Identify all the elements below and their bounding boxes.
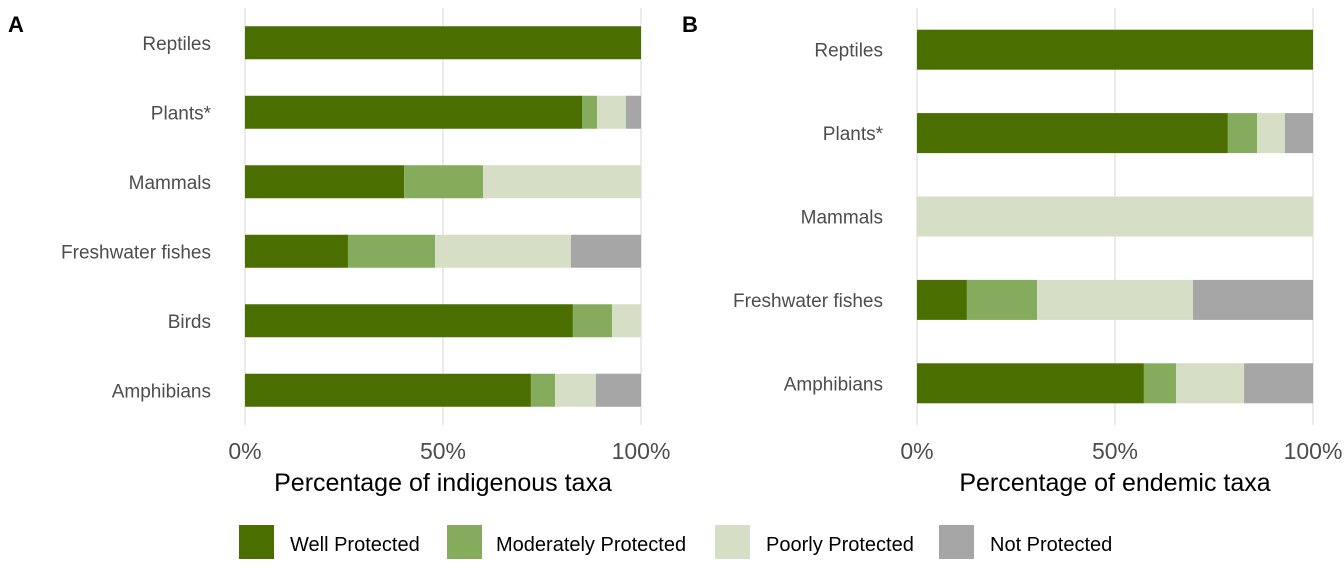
bar-freshwater-fishes-poorly-protected xyxy=(435,234,571,268)
panel-b: B Reptiles Plants* Mammals Freshwater fishe… xyxy=(682,8,1342,497)
bar-plants-not-protected xyxy=(1284,113,1313,154)
bar-plants-poorly-protected xyxy=(597,95,626,129)
bar-amphibians-moderately-protected xyxy=(530,373,556,407)
panel-a-label: A xyxy=(8,12,24,37)
panel-a-x-axis-title: Percentage of indigenous taxa xyxy=(274,469,612,497)
category-label-freshwater-fishes: Freshwater fishes xyxy=(733,291,883,312)
bar-birds-moderately-protected xyxy=(572,304,613,338)
panel-b-label: B xyxy=(682,12,698,37)
x-tick-label: 0% xyxy=(900,438,933,464)
legend-label-moderately-protected: Moderately Protected xyxy=(496,534,686,556)
legend-item-not-protected: Not Protected xyxy=(939,525,1112,559)
panel-b-x-ticks: 0% 50% 100% xyxy=(900,438,1342,464)
category-label-amphibians: Amphibians xyxy=(784,374,883,395)
category-label-birds: Birds xyxy=(168,312,211,333)
panel-b-bars xyxy=(917,29,1313,404)
legend-swatch-well-protected xyxy=(239,525,274,559)
legend-label-well-protected: Well Protected xyxy=(290,534,420,556)
panel-a-bars xyxy=(245,26,641,407)
bar-amphibians-well-protected xyxy=(245,373,531,407)
bar-reptiles-well-protected xyxy=(917,29,1313,70)
bar-amphibians-poorly-protected xyxy=(555,373,596,407)
legend-swatch-not-protected xyxy=(939,525,974,559)
category-label-plants: Plants* xyxy=(823,124,884,145)
category-label-plants: Plants* xyxy=(151,103,212,124)
bar-amphibians-well-protected xyxy=(917,363,1144,404)
legend-swatch-moderately-protected xyxy=(447,525,482,559)
bar-plants-moderately-protected xyxy=(1227,113,1258,154)
panel-a-category-labels: Reptiles Plants* Mammals Freshwater fishes B… xyxy=(61,34,212,403)
bar-mammals-well-protected xyxy=(245,165,405,199)
legend-label-not-protected: Not Protected xyxy=(990,534,1112,556)
legend: Well Protected Moderately Protected Poor… xyxy=(239,525,1112,559)
bar-mammals-poorly-protected xyxy=(482,165,641,199)
bar-freshwater-fishes-not-protected xyxy=(570,234,641,268)
bar-amphibians-moderately-protected xyxy=(1143,363,1176,404)
bar-freshwater-fishes-moderately-protected xyxy=(347,234,436,268)
category-label-reptiles: Reptiles xyxy=(814,41,883,62)
bar-freshwater-fishes-well-protected xyxy=(245,234,348,268)
bar-birds-well-protected xyxy=(245,304,573,338)
category-label-mammals: Mammals xyxy=(129,173,211,194)
category-label-freshwater-fishes: Freshwater fishes xyxy=(61,242,211,263)
bar-amphibians-poorly-protected xyxy=(1175,363,1245,404)
bar-plants-well-protected xyxy=(245,95,582,129)
bar-freshwater-fishes-well-protected xyxy=(917,279,967,320)
panel-a-gridlines xyxy=(244,8,642,425)
bar-amphibians-not-protected xyxy=(595,373,641,407)
legend-item-poorly-protected: Poorly Protected xyxy=(715,525,914,559)
bar-birds-poorly-protected xyxy=(612,304,641,338)
bar-plants-not-protected xyxy=(625,95,641,129)
legend-swatch-poorly-protected xyxy=(715,525,750,559)
x-tick-label: 0% xyxy=(228,438,261,464)
category-label-mammals: Mammals xyxy=(801,208,883,229)
panel-a: A Reptiles Plants* Mammals Freshwater fishe… xyxy=(8,8,670,497)
bar-mammals-moderately-protected xyxy=(404,165,483,199)
x-tick-label: 100% xyxy=(1284,438,1343,464)
legend-item-well-protected: Well Protected xyxy=(239,525,420,559)
x-tick-label: 100% xyxy=(612,438,671,464)
panel-b-x-axis-title: Percentage of endemic taxa xyxy=(959,469,1270,497)
x-tick-label: 50% xyxy=(420,438,466,464)
bar-freshwater-fishes-not-protected xyxy=(1193,279,1313,320)
bar-freshwater-fishes-poorly-protected xyxy=(1036,279,1194,320)
bar-plants-poorly-protected xyxy=(1257,113,1285,154)
bar-mammals-poorly-protected xyxy=(917,196,1313,237)
x-tick-label: 50% xyxy=(1092,438,1138,464)
bar-freshwater-fishes-moderately-protected xyxy=(966,279,1037,320)
bar-reptiles-well-protected xyxy=(245,26,641,60)
legend-item-moderately-protected: Moderately Protected xyxy=(447,525,686,559)
category-label-amphibians: Amphibians xyxy=(112,381,211,402)
panel-a-x-ticks: 0% 50% 100% xyxy=(228,438,670,464)
category-label-reptiles: Reptiles xyxy=(142,34,211,55)
bar-plants-moderately-protected xyxy=(581,95,598,129)
bar-plants-well-protected xyxy=(917,113,1228,154)
bar-amphibians-not-protected xyxy=(1244,363,1313,404)
legend-label-poorly-protected: Poorly Protected xyxy=(766,534,914,556)
panel-b-category-labels: Reptiles Plants* Mammals Freshwater fishes A… xyxy=(733,41,884,396)
